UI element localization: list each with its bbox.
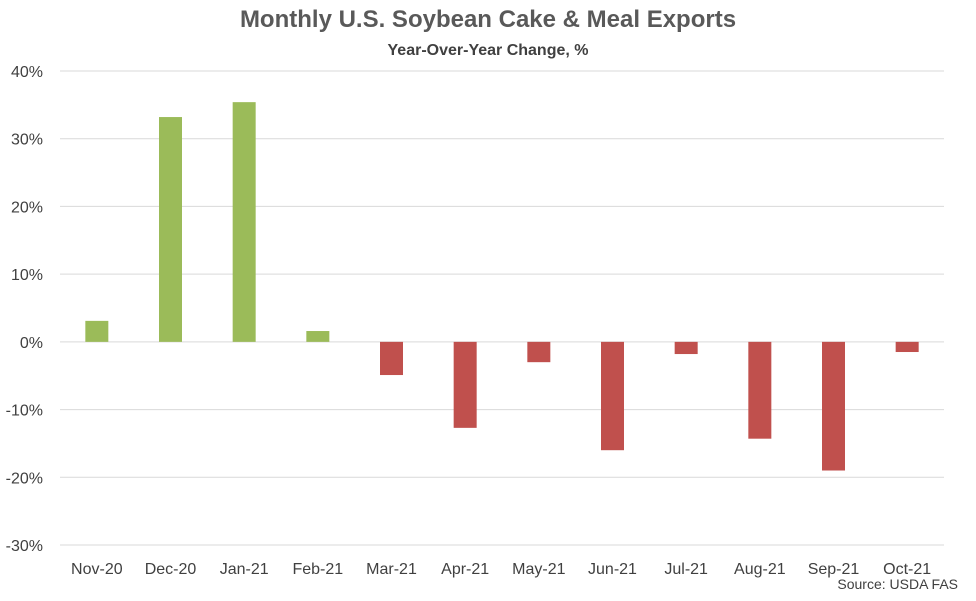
y-tick-label: 0% bbox=[20, 335, 43, 352]
gridlines bbox=[60, 70, 944, 546]
x-tick-label: Nov-20 bbox=[71, 561, 123, 578]
bar-aug-21 bbox=[748, 341, 772, 439]
x-tick-label: Apr-21 bbox=[441, 561, 489, 578]
y-tick-label: 20% bbox=[11, 199, 43, 216]
x-tick-label: Jan-21 bbox=[220, 561, 269, 578]
bar-may-21 bbox=[527, 341, 551, 363]
bar-dec-20 bbox=[159, 117, 182, 342]
x-tick-label: May-21 bbox=[512, 561, 565, 578]
bar-jul-21 bbox=[674, 341, 698, 355]
bar-oct-21 bbox=[895, 341, 919, 353]
bar-jan-21 bbox=[232, 102, 256, 342]
x-tick-label: Feb-21 bbox=[292, 561, 343, 578]
chart-title: Monthly U.S. Soybean Cake & Meal Exports bbox=[239, 6, 737, 33]
bar-jun-21 bbox=[601, 341, 624, 451]
y-tick-label: 40% bbox=[11, 64, 43, 81]
x-tick-label: Dec-20 bbox=[145, 561, 197, 578]
chart-subtitle: Year-Over-Year Change, % bbox=[387, 42, 589, 59]
bar-nov-20 bbox=[85, 320, 109, 342]
y-tick-label: -30% bbox=[6, 538, 43, 555]
bar-feb-21 bbox=[306, 331, 330, 342]
y-tick-label: -20% bbox=[6, 470, 43, 487]
y-tick-label: 30% bbox=[11, 132, 43, 149]
bar-apr-21 bbox=[453, 341, 477, 428]
source-note: Source: USDA FAS bbox=[837, 576, 958, 592]
x-tick-label: Jun-21 bbox=[588, 561, 637, 578]
x-tick-label: Jul-21 bbox=[664, 561, 708, 578]
x-axis: Nov-20 Dec-20 Jan-21 Feb-21 Mar-21 Apr-21 May-… bbox=[71, 561, 931, 578]
x-tick-label: Oct-21 bbox=[883, 561, 931, 578]
bar-mar-21 bbox=[380, 341, 403, 376]
y-axis: 40% 30% 20% 10% 0% -10% -20% -30% bbox=[6, 64, 43, 555]
bars bbox=[85, 102, 919, 471]
y-tick-label: 10% bbox=[11, 267, 43, 284]
x-tick-label: Sep-21 bbox=[808, 561, 860, 578]
x-tick-label: Aug-21 bbox=[734, 561, 786, 578]
y-tick-label: -10% bbox=[6, 403, 43, 420]
x-tick-label: Mar-21 bbox=[366, 561, 417, 578]
bar-sep-21 bbox=[822, 341, 845, 471]
